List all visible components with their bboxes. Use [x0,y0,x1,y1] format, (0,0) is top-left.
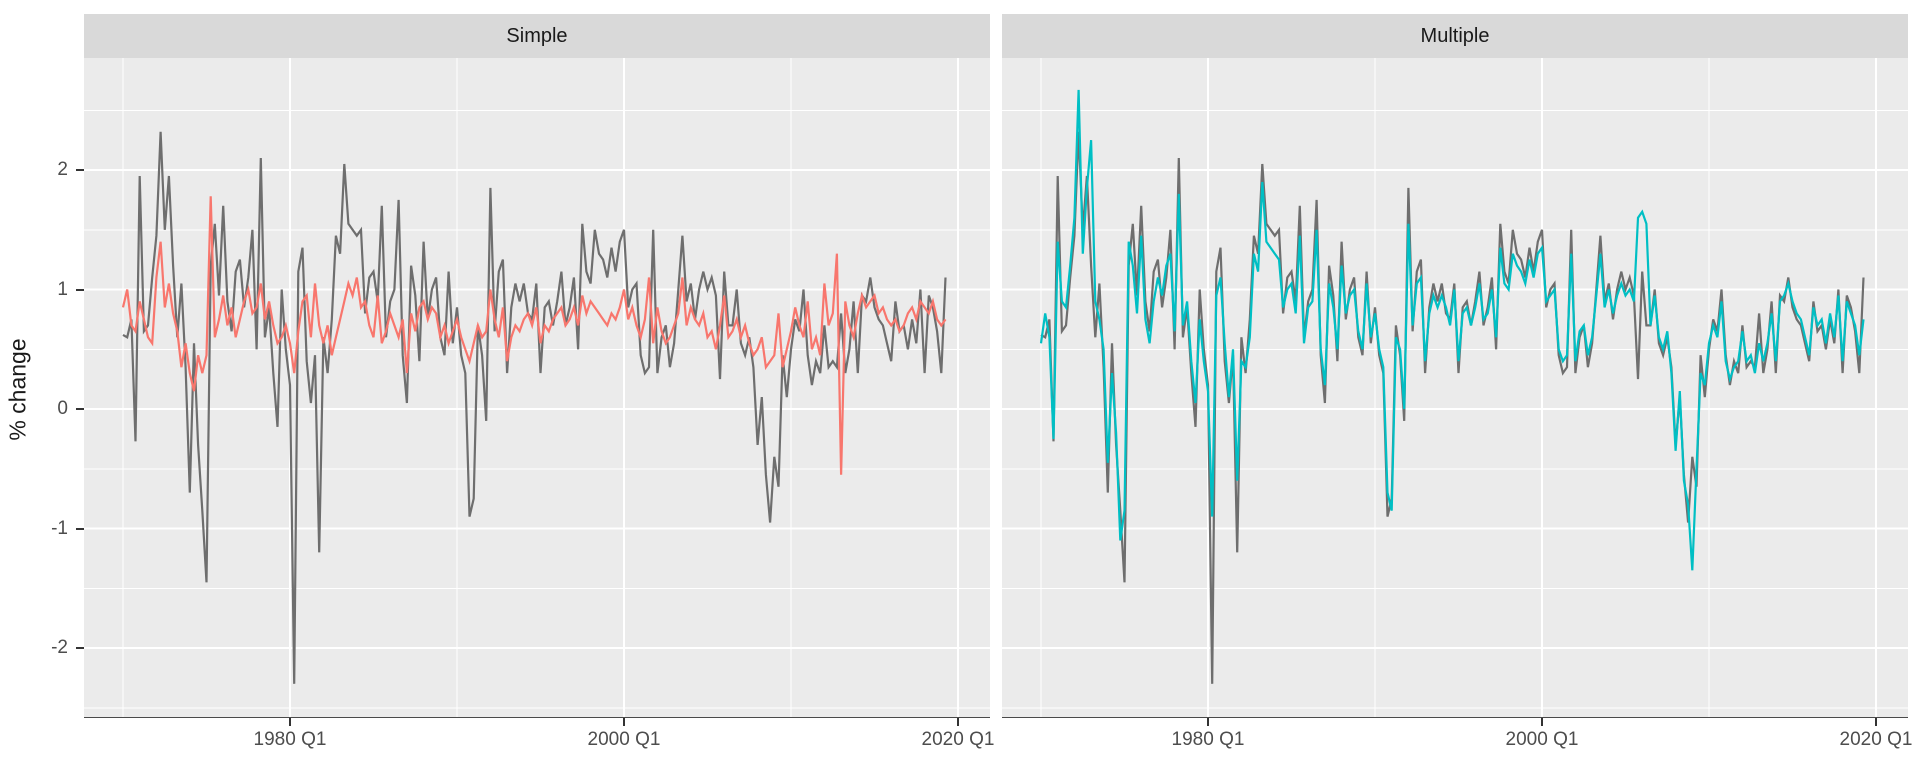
y-axis-tick-label: -2 [51,637,68,658]
y-axis-tick-label: 0 [57,398,68,419]
x-axis-tick-mark [957,718,959,726]
y-axis-tick-label: -1 [51,517,68,539]
x-axis-tick-mark [623,718,625,726]
x-axis-tick-label: 1980 Q1 [253,729,327,750]
x-axis-tick-label: 2020 Q1 [921,729,995,750]
y-axis-tick-mark [76,647,84,649]
facet-strip-label: Simple [506,24,568,47]
y-axis-title: % change [4,338,31,441]
x-axis-tick-mark [289,718,291,726]
y-axis-tick-mark [76,527,84,530]
y-axis-tick-mark [76,408,84,410]
series-line-fitted_multiple [1039,89,1865,571]
series-line-data [122,131,947,684]
y-axis-tick-label: 1 [57,278,68,300]
x-axis-tick-mark [1541,718,1543,726]
plot-panel-multiple [1002,58,1908,718]
x-axis-tick-label: 2000 Q1 [1505,729,1579,750]
facet-plot-svg [1002,58,1908,717]
y-axis-tick-mark [76,169,84,171]
y-axis-tick-label: 2 [57,159,68,180]
facet-plot-svg [84,58,990,717]
x-axis-tick-mark [1207,718,1209,726]
x-axis-tick-label: 1980 Q1 [1171,729,1245,750]
x-axis-tick-mark [1875,718,1877,726]
x-axis-tick-label: 2000 Q1 [587,729,661,750]
plot-panel-simple [84,58,990,718]
x-axis-tick-label: 2020 Q1 [1839,729,1913,750]
series-line-fitted_simple [121,196,947,475]
y-axis-tick-mark [76,288,84,291]
facet-strip-multiple: Multiple [1002,14,1908,58]
facet-strip-simple: Simple [84,14,990,58]
facet-strip-label: Multiple [1420,24,1490,47]
series-line-data [1040,131,1865,684]
